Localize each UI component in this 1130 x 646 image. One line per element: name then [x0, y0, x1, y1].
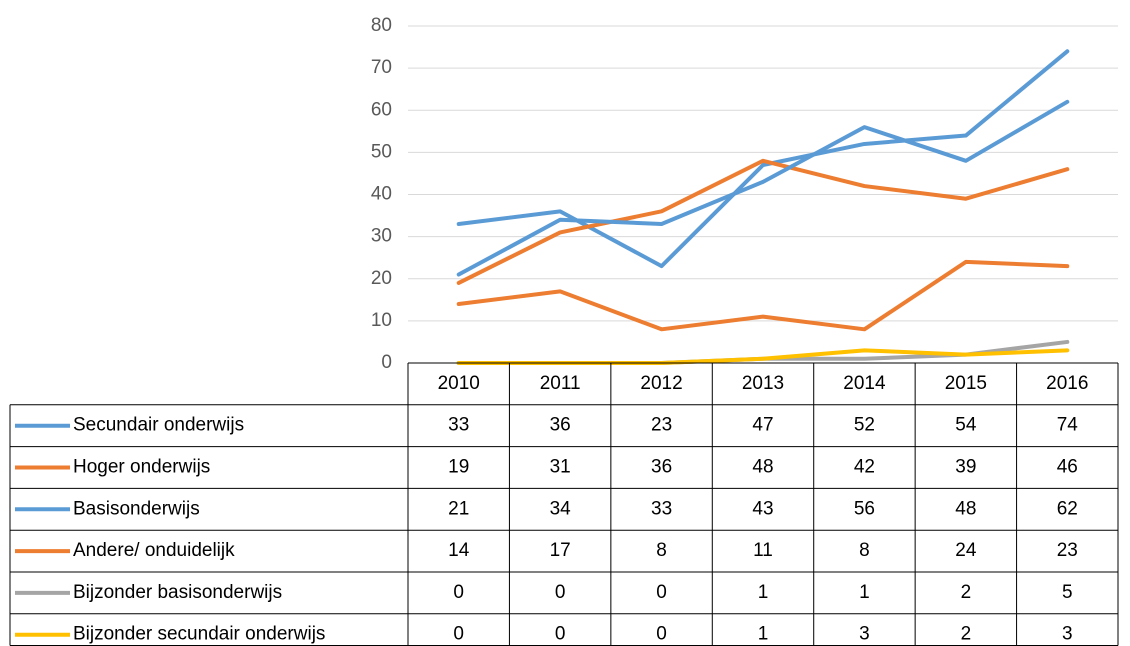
table-value: 5 — [1062, 582, 1073, 603]
table-value: 43 — [752, 498, 773, 519]
table-value: 42 — [854, 457, 875, 478]
table-value: 0 — [656, 582, 667, 603]
table-value: 36 — [550, 415, 571, 436]
table-value: 14 — [448, 540, 470, 561]
table-value: 1 — [758, 582, 769, 603]
legend-label: Bijzonder basisonderwijs — [73, 582, 282, 603]
table-value: 8 — [859, 540, 870, 561]
table-value: 34 — [550, 498, 572, 519]
table-value: 1 — [758, 624, 769, 645]
y-tick-label: 80 — [371, 15, 392, 36]
x-tick-label: 2012 — [640, 373, 682, 394]
legend-label: Secundair onderwijs — [73, 415, 244, 436]
table-value: 0 — [555, 624, 566, 645]
table-value: 24 — [955, 540, 977, 561]
x-tick-label: 2011 — [540, 373, 581, 394]
series-line — [456, 348, 1070, 365]
series-line — [456, 158, 1070, 285]
y-tick-label: 70 — [371, 57, 392, 78]
table-value: 3 — [1062, 624, 1073, 645]
table-value: 23 — [1057, 540, 1078, 561]
series-line — [456, 259, 1070, 332]
y-tick-label: 0 — [381, 352, 392, 373]
table-value: 19 — [448, 457, 469, 478]
y-tick-label: 40 — [371, 184, 392, 205]
x-tick-label: 2010 — [438, 373, 480, 394]
legend-label: Hoger onderwijs — [73, 457, 210, 478]
table-value: 2 — [961, 582, 972, 603]
y-tick-label: 20 — [371, 268, 392, 289]
x-tick-label: 2013 — [742, 373, 784, 394]
table-value: 31 — [550, 457, 571, 478]
table-value: 17 — [550, 540, 571, 561]
table-value: 21 — [448, 498, 469, 519]
table-value: 33 — [448, 415, 469, 436]
table-value: 46 — [1057, 457, 1078, 478]
table-value: 56 — [854, 498, 875, 519]
table-value: 0 — [453, 624, 464, 645]
table-value: 11 — [753, 540, 773, 561]
legend-label: Bijzonder secundair onderwijs — [73, 624, 325, 645]
table-value: 0 — [656, 624, 667, 645]
table-value: 8 — [656, 540, 667, 561]
series-line — [456, 99, 1070, 277]
x-tick-label: 2016 — [1046, 373, 1088, 394]
table-value: 48 — [752, 457, 773, 478]
table-value: 48 — [955, 498, 976, 519]
table-value: 1 — [859, 582, 870, 603]
table-value: 0 — [555, 582, 566, 603]
table-value: 2 — [961, 624, 972, 645]
table-value: 23 — [651, 415, 672, 436]
table-value: 33 — [651, 498, 672, 519]
table-value: 0 — [453, 582, 464, 603]
y-tick-label: 10 — [371, 310, 392, 331]
table-value: 47 — [752, 415, 773, 436]
y-tick-label: 50 — [371, 141, 392, 162]
x-tick-label: 2015 — [945, 373, 987, 394]
x-tick-label: 2014 — [843, 373, 886, 394]
y-tick-label: 60 — [371, 99, 392, 120]
table-value: 52 — [854, 415, 875, 436]
table-value: 74 — [1057, 415, 1079, 436]
table-value: 39 — [955, 457, 976, 478]
y-tick-label: 30 — [371, 226, 392, 247]
series-line — [456, 49, 1070, 269]
table-value: 36 — [651, 457, 672, 478]
table-value: 54 — [955, 415, 977, 436]
table-value: 3 — [859, 624, 870, 645]
table-value: 62 — [1057, 498, 1078, 519]
legend-label: Basisonderwijs — [73, 498, 200, 519]
legend-label: Andere/ onduidelijk — [73, 540, 235, 561]
